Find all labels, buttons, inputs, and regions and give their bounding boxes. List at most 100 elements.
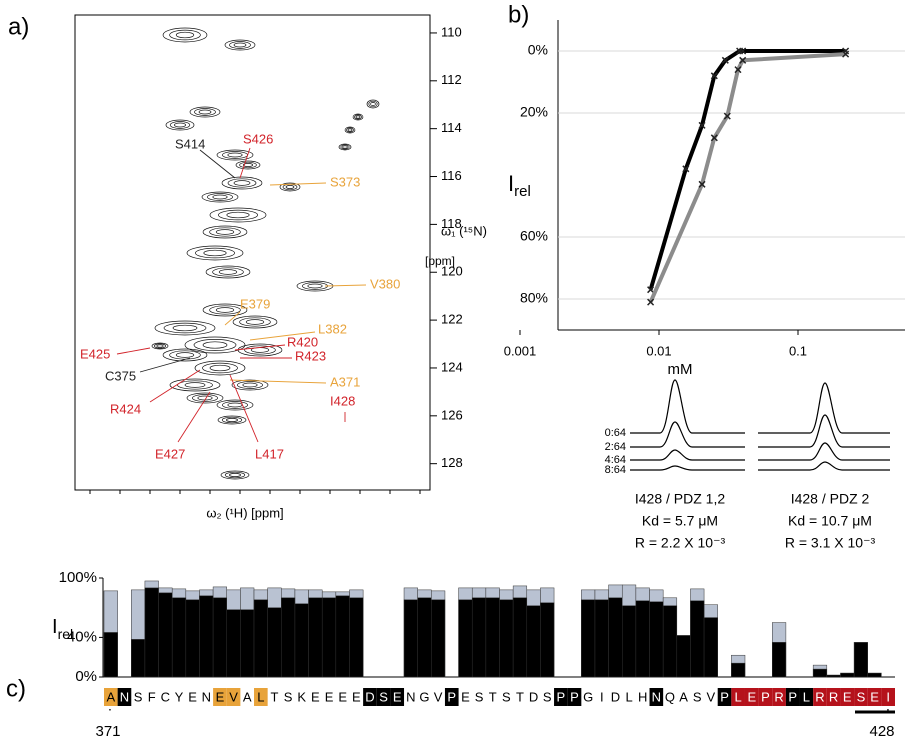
leader-line (249, 331, 316, 341)
residue-letter: D (611, 689, 620, 704)
bar (226, 609, 241, 678)
caption: Kd = 10.7 μM (788, 513, 872, 529)
spectrum-trace (758, 442, 890, 461)
data-point (647, 298, 655, 306)
caption: I428 / PDZ 1,2 (635, 491, 725, 507)
bar (649, 601, 664, 678)
spectrum-y-unit: [ppm] (425, 254, 455, 268)
y-tick-label: 116 (441, 168, 462, 183)
peak-label: S426 (243, 131, 273, 146)
panel-label: a) (8, 13, 29, 40)
bar (867, 672, 882, 678)
data-point (698, 121, 706, 129)
residue-letter: G (419, 689, 429, 704)
y-tick-label: 124 (441, 359, 463, 374)
bar (812, 668, 828, 678)
residue-letter: S (284, 689, 293, 704)
bar (499, 599, 514, 678)
peak-label: I428 (330, 393, 355, 408)
contour (184, 336, 246, 354)
x-tick-label: 0.01 (646, 343, 671, 358)
contour (203, 249, 227, 257)
bar (608, 597, 623, 678)
contour (352, 113, 364, 121)
contour (212, 267, 244, 277)
bar (594, 599, 609, 678)
spectrum-y-label: ω₁ (¹⁵N) (441, 223, 487, 238)
contour (209, 305, 241, 315)
contour (229, 473, 241, 477)
residue-letter: V (229, 689, 238, 704)
fit-line (648, 52, 846, 303)
contour (340, 144, 350, 150)
bar (703, 617, 718, 678)
panel-label: c) (6, 675, 26, 702)
residue-letter: A (106, 689, 115, 704)
contour (282, 183, 298, 191)
spectrum-trace (758, 414, 890, 448)
residue-letter: A (679, 689, 688, 704)
spectrum-ratio: 0:64 (605, 427, 626, 439)
peak-label: V380 (370, 276, 400, 291)
bar (417, 597, 432, 678)
y-tick-label: 118 (441, 216, 462, 231)
contour (221, 416, 243, 424)
spectrum-trace (630, 421, 745, 448)
contour (237, 381, 263, 389)
residue-letter: P (761, 689, 770, 704)
contour (209, 207, 267, 223)
bar (458, 599, 473, 678)
leader-line (199, 149, 236, 179)
residue-letter: P (720, 689, 729, 704)
leader-line (224, 311, 241, 326)
residue-letter: P (570, 689, 579, 704)
residue-letter: E (747, 689, 756, 704)
residue-box (444, 688, 459, 706)
residue-number: 428 (869, 723, 894, 740)
bar (840, 672, 855, 678)
x-tick-label: 0.001 (504, 343, 537, 358)
bar (512, 597, 528, 678)
contour (154, 343, 166, 349)
residue-letter: D (529, 689, 538, 704)
leader-line (229, 379, 327, 384)
residue-box (799, 688, 814, 706)
residue-box (813, 688, 827, 706)
residue-box (554, 688, 568, 706)
dot: · (886, 701, 891, 717)
y-tick-label: 60% (520, 228, 548, 244)
contour (169, 350, 201, 360)
contour (216, 149, 254, 161)
contour (174, 122, 186, 128)
contour (244, 345, 276, 355)
contour (233, 42, 247, 48)
dot: · (108, 701, 113, 717)
residue-box (881, 688, 895, 706)
bar (621, 605, 637, 678)
residue-letter: Q (665, 689, 675, 704)
contour (220, 470, 250, 480)
contour (242, 163, 254, 167)
spectrum-ratio: 2:64 (605, 441, 626, 453)
peak-label: S373 (330, 174, 360, 189)
y-label-main: I (52, 616, 58, 638)
leader-line (149, 369, 201, 403)
contour (221, 176, 263, 190)
data-point (710, 72, 718, 80)
leader-line (324, 284, 367, 287)
residue-letter: P (788, 689, 797, 704)
contour (218, 209, 258, 221)
x-tick-label: 0.1 (789, 343, 807, 358)
residue-letter: E (311, 689, 320, 704)
contour (202, 303, 248, 317)
peak-label: E379 (240, 296, 270, 311)
data-point (698, 180, 706, 188)
peak-label: S414 (175, 136, 205, 151)
contour (165, 119, 195, 131)
residue-letter: P (557, 689, 566, 704)
spectrum-ratio: 4:64 (605, 454, 626, 466)
residue-letter: E (870, 689, 879, 704)
contour (239, 317, 271, 327)
caption: Kd = 5.7 μM (642, 513, 718, 529)
caption: R = 3.1 X 10⁻³ (785, 535, 876, 551)
